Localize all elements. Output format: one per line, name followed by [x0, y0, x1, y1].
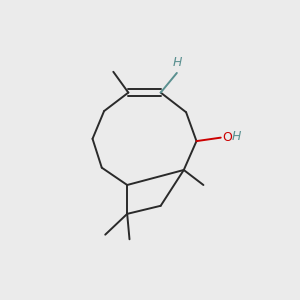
- Text: O: O: [223, 131, 232, 144]
- Text: H: H: [172, 56, 182, 70]
- Text: H: H: [231, 130, 241, 143]
